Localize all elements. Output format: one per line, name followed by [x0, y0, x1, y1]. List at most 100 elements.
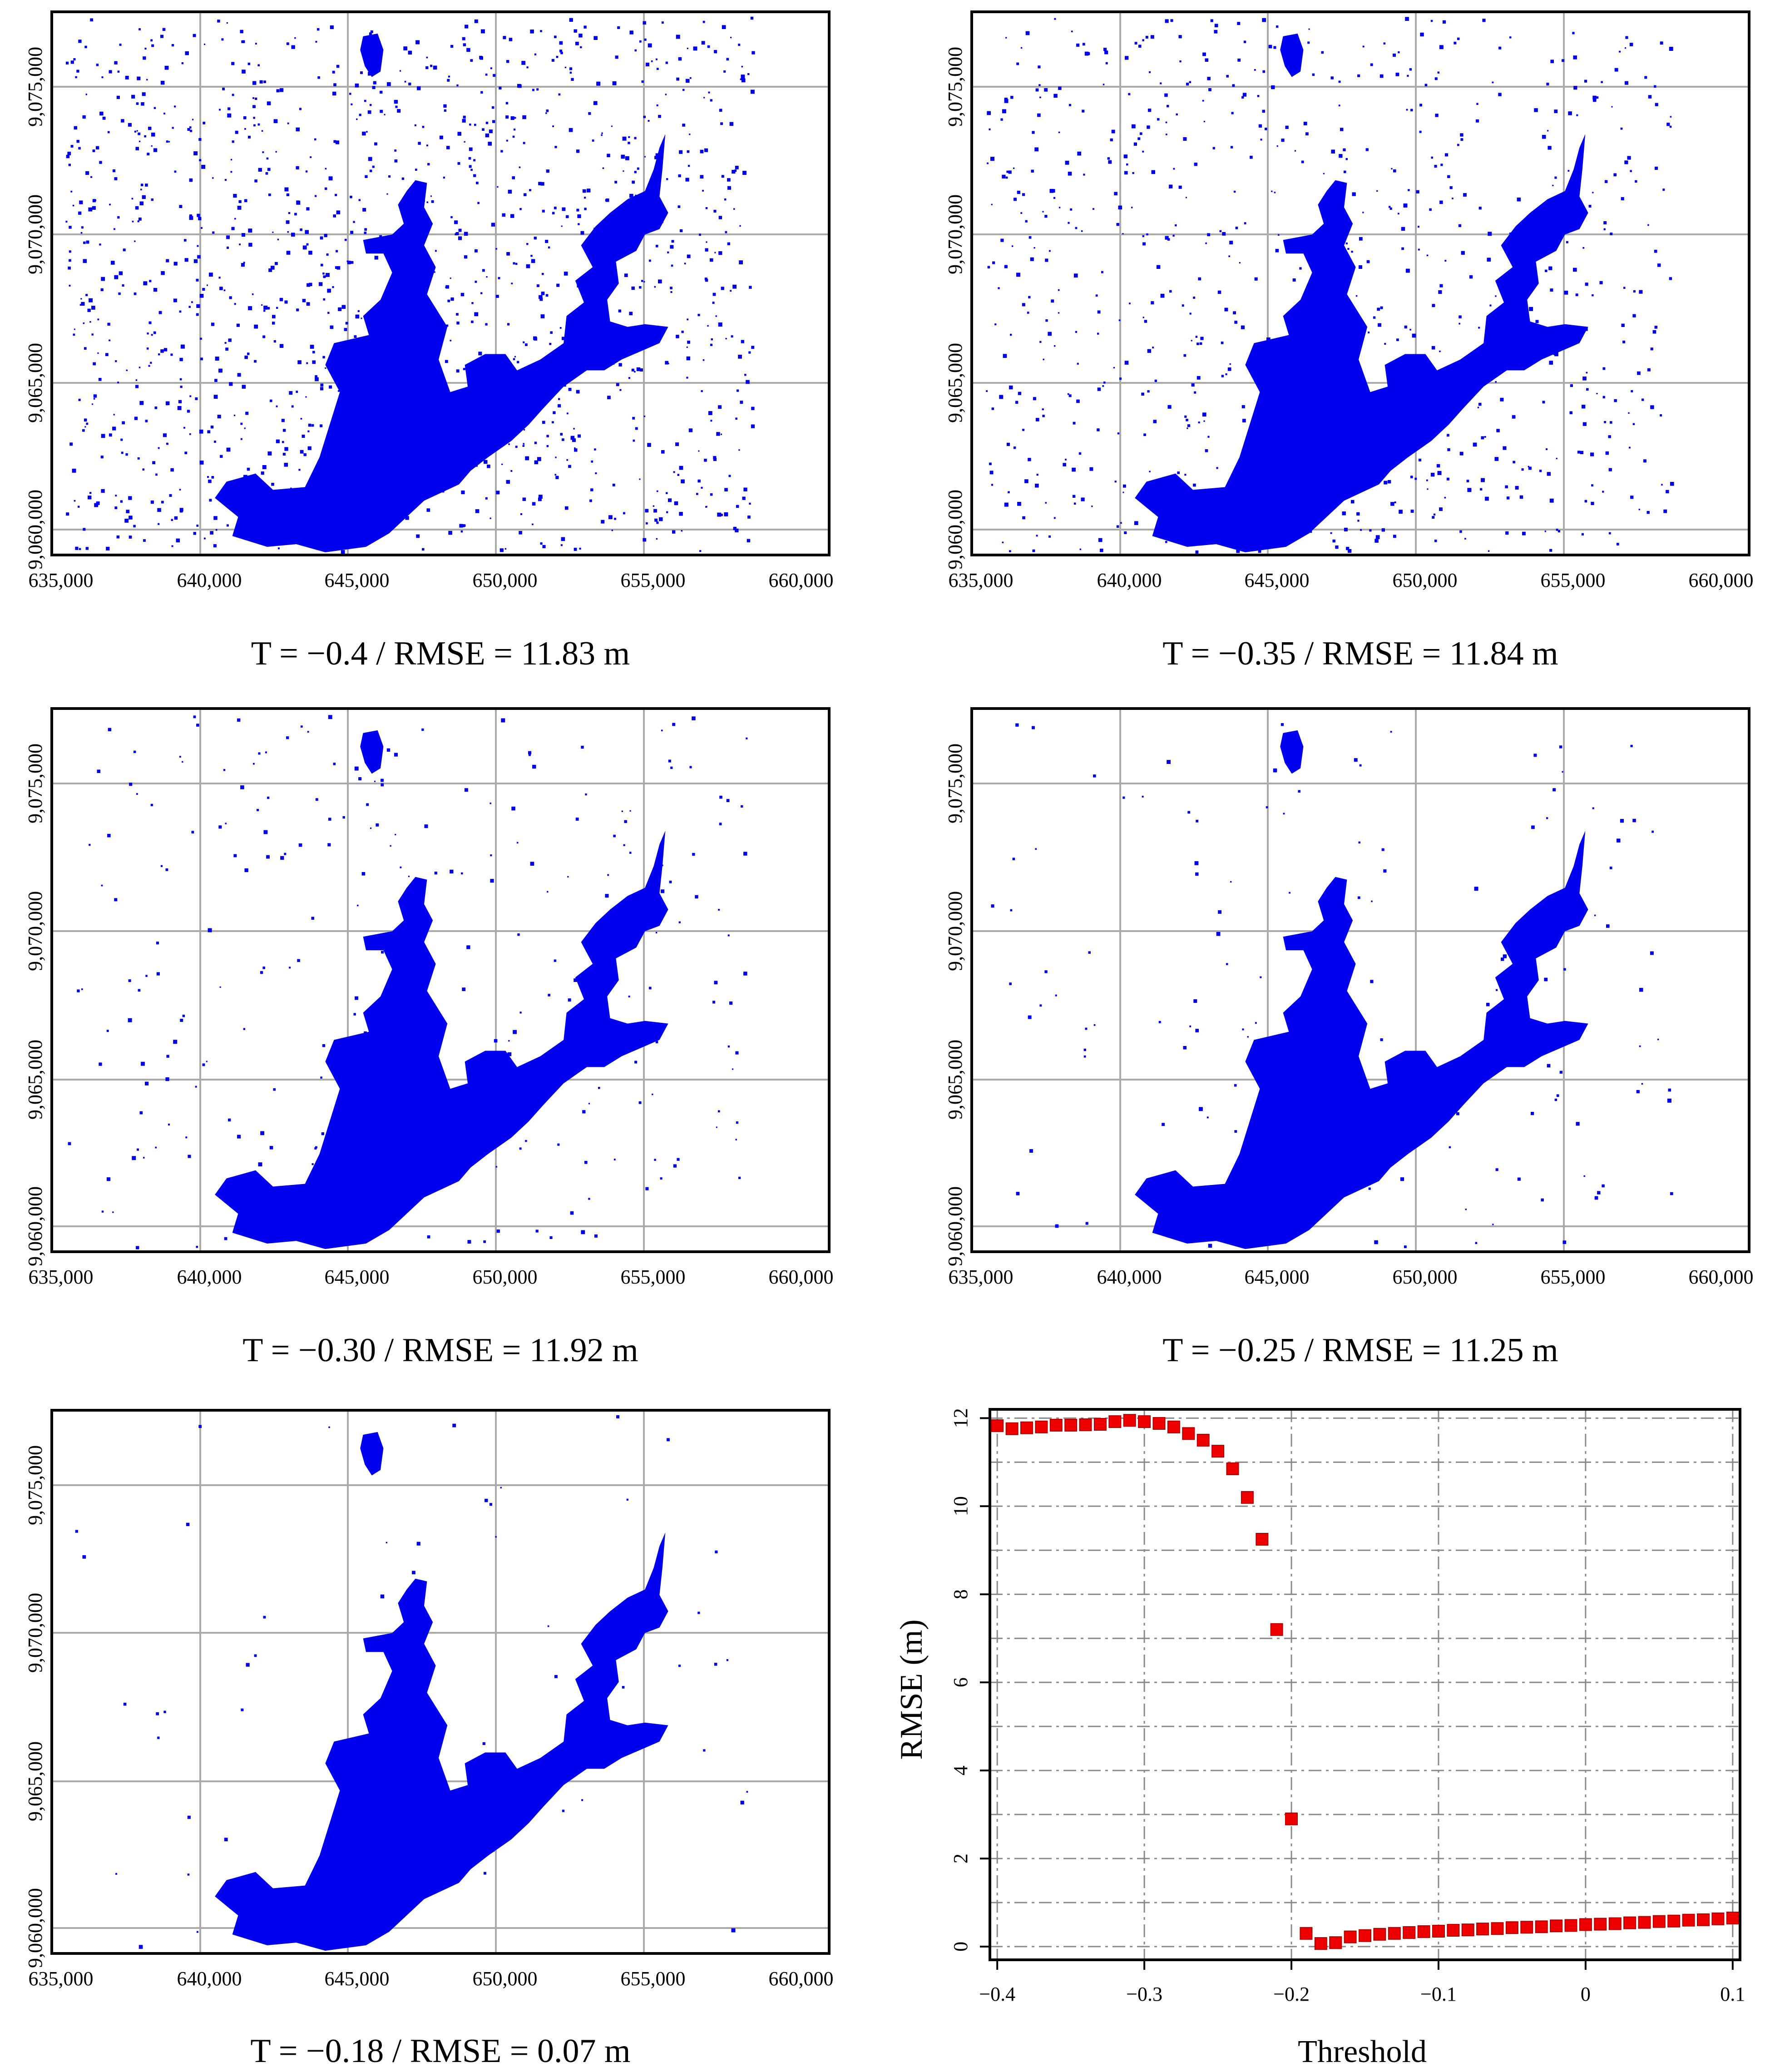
water-speckle: [656, 521, 659, 524]
water-speckle: [296, 200, 300, 204]
water-speckle: [345, 322, 348, 325]
water-speckle: [128, 1018, 132, 1022]
water-speckle: [372, 165, 375, 168]
water-speckle: [1352, 192, 1356, 196]
water-speckle: [1603, 221, 1607, 224]
water-speckle: [740, 401, 743, 404]
water-speckle: [226, 22, 228, 24]
water-speckle: [92, 149, 95, 152]
water-speckle: [268, 268, 272, 272]
water-speckle: [423, 200, 425, 202]
water-speckle: [1004, 98, 1008, 101]
water-speckle: [257, 123, 260, 126]
water-speckle: [319, 491, 322, 495]
water-speckle: [396, 1036, 398, 1038]
water-speckle: [85, 94, 87, 95]
water-speckle: [101, 1210, 104, 1213]
water-speckle: [273, 119, 278, 124]
water-speckle: [1485, 496, 1489, 501]
water-speckle: [1547, 1064, 1551, 1068]
water-speckle: [395, 105, 398, 108]
water-speckle: [386, 748, 391, 752]
water-speckle: [278, 541, 280, 543]
water-speckle: [1423, 427, 1425, 430]
water-speckle: [448, 530, 452, 535]
water-speckle: [1398, 213, 1399, 215]
water-speckle: [82, 115, 86, 119]
water-speckle: [139, 1111, 143, 1115]
water-speckle: [1328, 406, 1332, 409]
water-speckle: [196, 525, 199, 527]
water-speckle: [1195, 336, 1198, 338]
water-speckle: [193, 34, 196, 37]
water-speckle: [284, 447, 288, 451]
water-speckle: [148, 321, 152, 324]
water-speckle: [252, 105, 256, 109]
water-speckle: [315, 41, 317, 43]
water-speckle: [1165, 236, 1169, 240]
water-speckle: [598, 1087, 600, 1089]
water-speckle: [478, 352, 482, 356]
water-speckle: [628, 1602, 633, 1606]
water-speckle: [1477, 406, 1479, 408]
water-speckle: [524, 429, 525, 431]
water-speckle: [1229, 241, 1233, 245]
water-speckle: [578, 34, 583, 38]
water-speckle: [724, 512, 728, 516]
water-speckle: [710, 493, 713, 496]
water-speckle: [510, 214, 514, 218]
water-speckle: [619, 389, 622, 391]
water-speckle: [165, 868, 168, 871]
water-speckle: [611, 125, 613, 127]
water-speckle: [1147, 125, 1150, 129]
water-speckle: [325, 367, 326, 369]
water-speckle: [548, 994, 550, 996]
water-speckle: [1178, 185, 1182, 189]
water-speckle: [1469, 275, 1473, 279]
water-speckle: [1620, 819, 1624, 823]
water-speckle: [1594, 914, 1596, 917]
water-speckle: [1016, 1192, 1020, 1195]
water-speckle: [286, 251, 291, 255]
water-speckle: [427, 1235, 430, 1239]
water-speckle: [126, 510, 130, 513]
water-speckle: [301, 725, 303, 728]
water-speckle: [314, 138, 316, 141]
water-speckle: [1475, 1242, 1478, 1244]
water-speckle: [1258, 366, 1262, 370]
water-speckle: [320, 1076, 322, 1079]
water-speckle: [121, 119, 124, 123]
water-speckle: [495, 1536, 497, 1538]
water-speckle: [678, 57, 682, 61]
water-speckle: [366, 49, 369, 51]
water-speckle: [1004, 502, 1009, 507]
water-speckle: [475, 249, 478, 253]
water-speckle: [105, 353, 109, 357]
water-speckle: [1434, 165, 1437, 168]
water-speckle: [1318, 239, 1322, 243]
x-tick-label: 660,000: [1689, 569, 1754, 591]
water-speckle: [240, 422, 243, 425]
x-tick-label: 635,000: [29, 569, 94, 591]
water-speckle: [1321, 51, 1324, 54]
water-speckle: [318, 282, 323, 286]
water-speckle: [316, 548, 319, 550]
water-speckle: [100, 288, 104, 291]
scatter-x-tick-label: 0.1: [1720, 1983, 1745, 2005]
water-speckle: [645, 1187, 649, 1190]
y-tick-label: 9,070,000: [24, 194, 46, 274]
water-speckle: [1509, 36, 1512, 39]
water-speckle: [156, 1712, 159, 1715]
water-speckle: [624, 273, 628, 277]
water-speckle: [107, 834, 111, 838]
water-speckle: [202, 1063, 205, 1066]
water-speckle: [559, 327, 562, 329]
water-speckle: [416, 1542, 420, 1546]
water-speckle: [470, 169, 473, 171]
water-speckle: [1009, 982, 1012, 985]
water-speckle: [498, 277, 500, 279]
water-speckle: [149, 280, 152, 283]
water-speckle: [1290, 327, 1292, 329]
water-speckle: [1033, 247, 1035, 249]
water-speckle: [347, 524, 351, 527]
